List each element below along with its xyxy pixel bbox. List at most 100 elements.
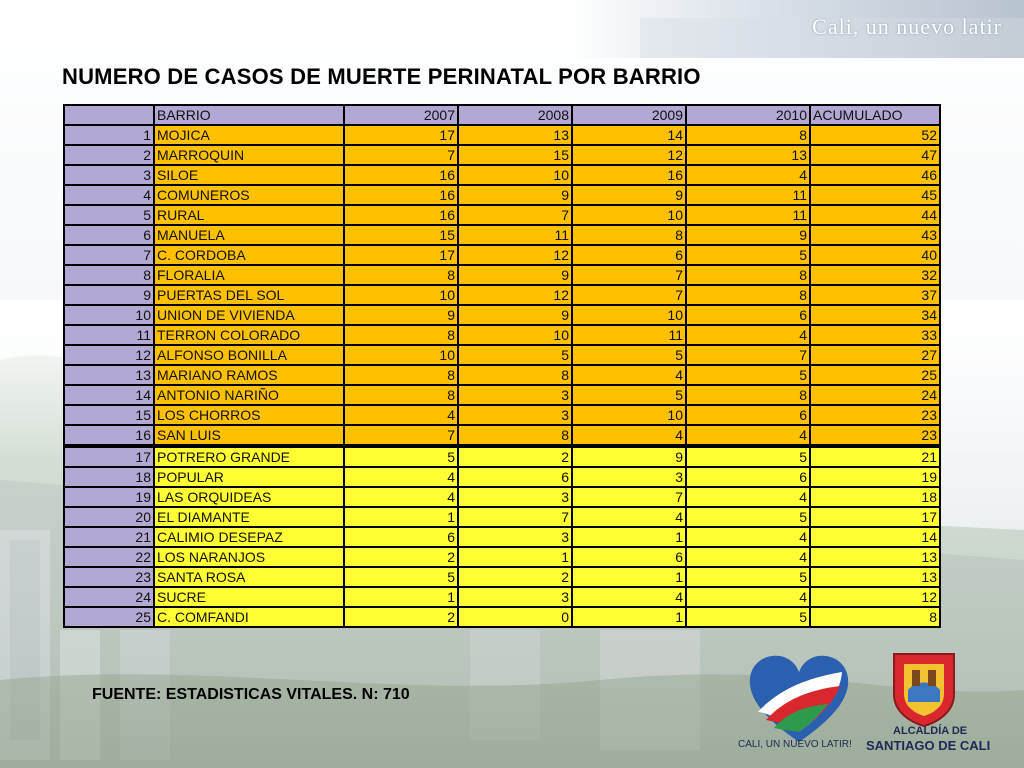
row-2007: 1 — [343, 586, 459, 608]
row-2008: 3 — [457, 526, 573, 548]
row-2010: 5 — [685, 506, 811, 528]
row-barrio: ALFONSO BONILLA — [153, 344, 345, 366]
row-2009: 1 — [571, 606, 687, 628]
row-2008: 3 — [457, 586, 573, 608]
row-2010: 6 — [685, 304, 811, 326]
row-2009: 14 — [571, 124, 687, 146]
row-2010: 8 — [685, 264, 811, 286]
table-row: 17 POTRERO GRANDE 5 2 9 5 21 — [63, 444, 941, 468]
row-2008: 0 — [457, 606, 573, 628]
row-acumulado: 21 — [809, 444, 941, 468]
table-row: 21 CALIMIO DESEPAZ 6 3 1 4 14 — [63, 526, 941, 548]
row-2010: 7 — [685, 344, 811, 366]
table-row: 2 MARROQUIN 7 15 12 13 47 — [63, 144, 941, 166]
row-2009: 4 — [571, 424, 687, 447]
row-2009: 7 — [571, 264, 687, 286]
slogan-text: Cali, un nuevo latir — [812, 14, 1002, 39]
header-2009: 2009 — [571, 104, 687, 126]
row-2007: 17 — [343, 244, 459, 266]
row-2009: 8 — [571, 224, 687, 246]
row-index: 23 — [63, 566, 155, 588]
row-2007: 7 — [343, 424, 459, 447]
row-acumulado: 24 — [809, 384, 941, 406]
row-2007: 4 — [343, 404, 459, 426]
row-2007: 16 — [343, 184, 459, 206]
row-index: 9 — [63, 284, 155, 306]
row-2008: 8 — [457, 364, 573, 386]
row-2009: 10 — [571, 404, 687, 426]
table-row: 13 MARIANO RAMOS 8 8 4 5 25 — [63, 364, 941, 386]
row-2008: 2 — [457, 566, 573, 588]
row-2010: 5 — [685, 566, 811, 588]
row-2007: 9 — [343, 304, 459, 326]
row-2009: 7 — [571, 486, 687, 508]
row-index: 8 — [63, 264, 155, 286]
table-header-row: BARRIO 2007 2008 2009 2010 ACUMULADO — [63, 104, 941, 126]
row-barrio: RURAL — [153, 204, 345, 226]
row-2009: 9 — [571, 184, 687, 206]
row-index: 12 — [63, 344, 155, 366]
row-2007: 5 — [343, 566, 459, 588]
row-2010: 5 — [685, 364, 811, 386]
row-2009: 5 — [571, 344, 687, 366]
row-index: 19 — [63, 486, 155, 508]
table-row: 23 SANTA ROSA 5 2 1 5 13 — [63, 566, 941, 588]
row-2009: 1 — [571, 526, 687, 548]
row-2009: 10 — [571, 204, 687, 226]
table-row: 22 LOS NARANJOS 2 1 6 4 13 — [63, 546, 941, 568]
row-2009: 4 — [571, 586, 687, 608]
table-row: 25 C. COMFANDI 2 0 1 5 8 — [63, 606, 941, 628]
row-2007: 16 — [343, 204, 459, 226]
row-acumulado: 13 — [809, 546, 941, 568]
row-2009: 16 — [571, 164, 687, 186]
row-2010: 5 — [685, 444, 811, 468]
row-2007: 8 — [343, 384, 459, 406]
row-2010: 4 — [685, 324, 811, 346]
row-acumulado: 12 — [809, 586, 941, 608]
row-2007: 8 — [343, 364, 459, 386]
row-2010: 5 — [685, 244, 811, 266]
row-barrio: SILOE — [153, 164, 345, 186]
row-2007: 15 — [343, 224, 459, 246]
table-row: 15 LOS CHORROS 4 3 10 6 23 — [63, 404, 941, 426]
row-2010: 11 — [685, 204, 811, 226]
source-note: FUENTE: ESTADISTICAS VITALES. N: 710 — [92, 686, 410, 703]
table-row: 10 UNION DE VIVIENDA 9 9 10 6 34 — [63, 304, 941, 326]
row-index: 5 — [63, 204, 155, 226]
row-acumulado: 33 — [809, 324, 941, 346]
row-barrio: MARIANO RAMOS — [153, 364, 345, 386]
row-index: 17 — [63, 444, 155, 468]
row-2007: 2 — [343, 546, 459, 568]
row-barrio: FLORALIA — [153, 264, 345, 286]
row-index: 25 — [63, 606, 155, 628]
row-2007: 4 — [343, 466, 459, 488]
header-2007: 2007 — [343, 104, 459, 126]
row-acumulado: 34 — [809, 304, 941, 326]
table-row: 7 C. CORDOBA 17 12 6 5 40 — [63, 244, 941, 266]
row-barrio: EL DIAMANTE — [153, 506, 345, 528]
row-barrio: MARROQUIN — [153, 144, 345, 166]
row-index: 11 — [63, 324, 155, 346]
row-2010: 4 — [685, 424, 811, 447]
row-2010: 4 — [685, 586, 811, 608]
row-acumulado: 13 — [809, 566, 941, 588]
row-barrio: POTRERO GRANDE — [153, 444, 345, 468]
row-2009: 9 — [571, 444, 687, 468]
table-row: 20 EL DIAMANTE 1 7 4 5 17 — [63, 506, 941, 528]
row-barrio: ANTONIO NARIÑO — [153, 384, 345, 406]
row-2008: 2 — [457, 444, 573, 468]
row-2010: 6 — [685, 466, 811, 488]
row-barrio: LOS CHORROS — [153, 404, 345, 426]
row-2007: 10 — [343, 284, 459, 306]
table-row: 12 ALFONSO BONILLA 10 5 5 7 27 — [63, 344, 941, 366]
table-row: 3 SILOE 16 10 16 4 46 — [63, 164, 941, 186]
header-index — [63, 104, 155, 126]
row-index: 24 — [63, 586, 155, 608]
row-barrio: LAS ORQUIDEAS — [153, 486, 345, 508]
row-2009: 4 — [571, 364, 687, 386]
row-index: 6 — [63, 224, 155, 246]
row-barrio: LOS NARANJOS — [153, 546, 345, 568]
row-index: 1 — [63, 124, 155, 146]
row-barrio: CALIMIO DESEPAZ — [153, 526, 345, 548]
row-barrio: C. COMFANDI — [153, 606, 345, 628]
